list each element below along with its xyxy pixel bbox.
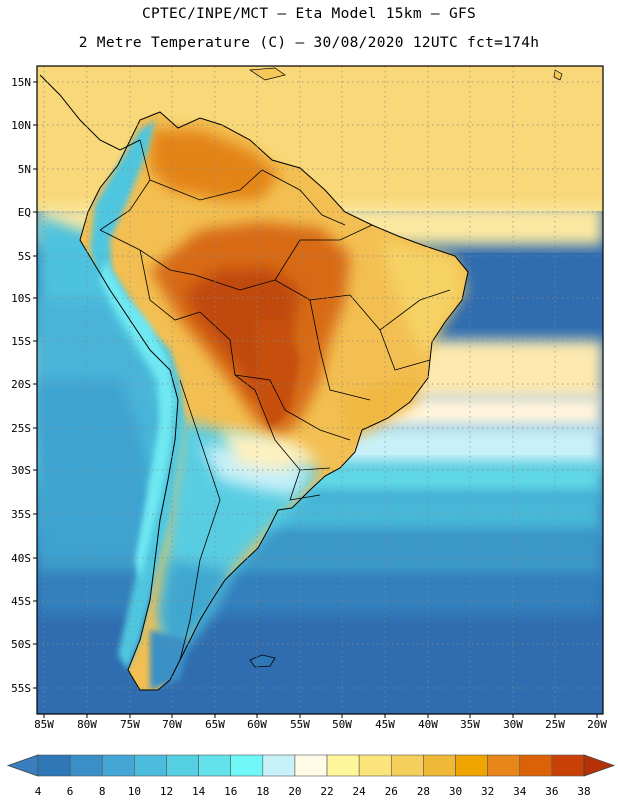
- lon-label: 75W: [120, 718, 140, 731]
- lat-label: 5S: [18, 250, 31, 263]
- lat-label: 10N: [11, 119, 31, 132]
- lon-label: 60W: [247, 718, 267, 731]
- colorbar-label: 6: [67, 785, 74, 798]
- colorbar-label: 30: [449, 785, 462, 798]
- lon-label: 35W: [460, 718, 480, 731]
- lon-label: 85W: [34, 718, 54, 731]
- colorbar-label: 28: [417, 785, 430, 798]
- colorbar-label: 18: [256, 785, 269, 798]
- lat-label: 30S: [11, 464, 31, 477]
- lat-label: 50S: [11, 638, 31, 651]
- colorbar: [6, 754, 616, 777]
- colorbar-segment: [358, 754, 392, 777]
- colorbar-label: 26: [385, 785, 398, 798]
- lon-label: 25W: [545, 718, 565, 731]
- latitude-axis: 15N 10N 5N EQ 5S 10S 15S 20S 25S 30S 35S 40S 45S 50S 5…: [11, 76, 37, 695]
- coastline: [79, 111, 469, 691]
- lat-label: 15S: [11, 335, 31, 348]
- title-line-1: CPTEC/INPE/MCT – Eta Model 15km – GFS: [141, 6, 477, 22]
- colorbar-segment: [519, 754, 553, 777]
- colorbar-segment: [390, 754, 424, 777]
- colorbar-label: 24: [353, 785, 367, 798]
- colorbar-label: 4: [35, 785, 42, 798]
- colorbar-segment: [69, 754, 103, 777]
- colorbar-labels: 4 6 8 10 12 14 16 18 20 22 24 26 28 30 32 34 36 38: [35, 785, 591, 798]
- lon-label: 45W: [375, 718, 395, 731]
- longitude-axis: 85W 80W 75W 70W 65W 60W 55W 50W 45W 40W 35W 30W 25W 2…: [34, 714, 607, 731]
- colorbar-label: 38: [577, 785, 590, 798]
- lat-label: 10S: [11, 292, 31, 305]
- lon-label: 40W: [418, 718, 438, 731]
- colorbar-segment: [423, 754, 456, 777]
- lat-label: 35S: [11, 508, 31, 521]
- lon-label: 80W: [77, 718, 97, 731]
- colorbar-segment: [455, 754, 488, 777]
- colorbar-right-arrow: [583, 754, 616, 777]
- colorbar-label: 22: [320, 785, 333, 798]
- colorbar-segment: [551, 754, 585, 777]
- colorbar-label: 10: [128, 785, 141, 798]
- colorbar-segment: [262, 754, 296, 777]
- colorbar-segment: [37, 754, 71, 777]
- colorbar-label: 16: [224, 785, 237, 798]
- lon-label: 65W: [205, 718, 225, 731]
- map-field: [37, 66, 603, 714]
- colorbar-label: 8: [99, 785, 106, 798]
- lat-label: 5N: [18, 163, 31, 176]
- colorbar-left-arrow: [6, 754, 39, 777]
- colorbar-label: 14: [192, 785, 206, 798]
- map-frame: [36, 65, 604, 715]
- lon-label: 20W: [587, 718, 607, 731]
- colorbar-segment: [166, 754, 199, 777]
- colorbar-segment: [294, 754, 328, 777]
- colorbar-segment: [134, 754, 167, 777]
- lon-label: 70W: [162, 718, 182, 731]
- lon-label: 55W: [290, 718, 310, 731]
- lat-label: 25S: [11, 422, 31, 435]
- colorbar-label: 34: [513, 785, 527, 798]
- lon-label: 50W: [332, 718, 352, 731]
- lat-label: 55S: [11, 682, 31, 695]
- title-line-2: 2 Metre Temperature (C) – 30/08/2020 12U…: [78, 35, 540, 51]
- lon-label: 30W: [503, 718, 523, 731]
- lat-label: 45S: [11, 595, 31, 608]
- graticule: [37, 66, 603, 714]
- colorbar-label: 20: [288, 785, 301, 798]
- lat-label: 15N: [11, 76, 31, 89]
- lat-label: 40S: [11, 552, 31, 565]
- lat-label: 20S: [11, 378, 31, 391]
- colorbar-label: 12: [160, 785, 173, 798]
- colorbar-segment: [101, 754, 135, 777]
- colorbar-label: 32: [481, 785, 494, 798]
- colorbar-segment: [198, 754, 232, 777]
- colorbar-segment: [487, 754, 521, 777]
- colorbar-label: 36: [545, 785, 558, 798]
- colorbar-segment: [230, 754, 264, 777]
- colorbar-segment: [326, 754, 360, 777]
- lat-label: EQ: [18, 206, 31, 219]
